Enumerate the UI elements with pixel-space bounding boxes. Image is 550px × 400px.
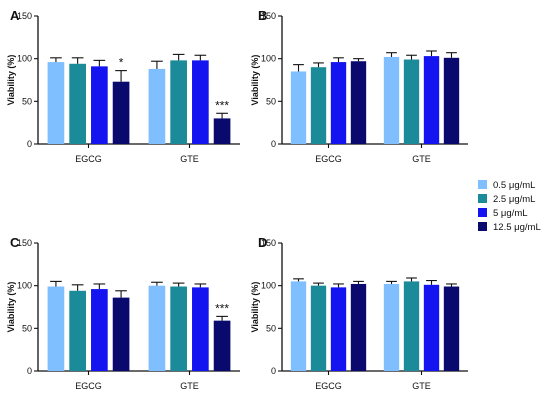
legend-swatch (478, 194, 487, 203)
bar (330, 62, 347, 144)
legend: 0.5 μg/mL 2.5 μg/mL 5 μg/mL 12.5 μg/mL (478, 180, 541, 233)
bar (148, 285, 166, 371)
bar (112, 81, 130, 144)
bar (170, 60, 187, 144)
legend-label: 0.5 μg/mL (493, 180, 535, 191)
bar (112, 297, 130, 371)
significance-marker: *** (215, 98, 229, 112)
panel-letter: C (10, 235, 20, 250)
panel-d: D Viability (%) 0 50 100 150 EGCG GTE (250, 235, 468, 391)
legend-item: 0.5 μg/mL (478, 180, 535, 191)
bar (443, 286, 460, 371)
x-category-label: GTE (412, 154, 431, 164)
bar (310, 285, 327, 371)
bar (69, 290, 86, 371)
y-tick-label: 100 (17, 281, 32, 291)
y-tick-label: 50 (22, 96, 32, 106)
significance-marker: *** (215, 301, 229, 315)
bar (383, 56, 400, 144)
x-category-label: GTE (180, 381, 199, 391)
y-tick-label: 0 (271, 366, 276, 376)
y-tick-label: 100 (17, 54, 32, 64)
bar (213, 118, 231, 144)
y-tick-label: 50 (22, 323, 32, 333)
y-tick-label: 150 (261, 238, 276, 248)
x-category-label: EGCG (315, 154, 342, 164)
y-tick-label: 150 (17, 11, 32, 21)
y-tick-label: 0 (27, 366, 32, 376)
bar (91, 289, 108, 371)
y-tick-label: 150 (261, 11, 276, 21)
bar (47, 62, 65, 144)
legend-item: 2.5 μg/mL (478, 194, 535, 205)
bar (290, 281, 307, 371)
legend-label: 5 μg/mL (493, 208, 528, 219)
y-tick-label: 50 (266, 96, 276, 106)
bar (330, 287, 347, 371)
bar (69, 63, 86, 144)
bar (148, 68, 166, 144)
legend-label: 2.5 μg/mL (493, 194, 535, 205)
x-category-label: EGCG (75, 154, 102, 164)
x-category-label: EGCG (75, 381, 102, 391)
legend-swatch (478, 208, 487, 217)
bar (423, 284, 440, 371)
legend-swatch (478, 222, 487, 231)
legend-swatch (478, 180, 487, 189)
bar (383, 283, 400, 371)
y-tick-label: 0 (271, 139, 276, 149)
bar (423, 56, 440, 144)
bar (350, 61, 367, 144)
bar (290, 71, 307, 144)
x-category-label: GTE (412, 381, 431, 391)
bar (91, 66, 108, 144)
x-category-label: EGCG (315, 381, 342, 391)
bar (310, 67, 327, 144)
bar (192, 60, 209, 144)
panel-c: C Viability (%) 0 50 100 150 EGCG GTE *** (6, 235, 240, 391)
y-tick-label: 100 (261, 54, 276, 64)
panel-letter: A (10, 8, 20, 23)
bar (170, 286, 187, 371)
bar (192, 287, 209, 371)
y-axis-label: Viability (%) (250, 55, 260, 106)
panel-b: B Viability (%) 0 50 100 150 EGCG GTE (250, 8, 468, 164)
y-tick-label: 150 (17, 238, 32, 248)
y-tick-label: 100 (261, 281, 276, 291)
y-axis-label: Viability (%) (6, 282, 16, 333)
bar (350, 283, 367, 371)
bar (213, 320, 231, 371)
panel-letter: B (258, 8, 267, 23)
y-tick-label: 50 (266, 323, 276, 333)
bar (443, 57, 460, 144)
y-tick-label: 0 (27, 139, 32, 149)
significance-marker: * (119, 56, 124, 70)
legend-item: 5 μg/mL (478, 208, 528, 219)
bar (47, 286, 65, 371)
x-category-label: GTE (180, 154, 199, 164)
legend-item: 12.5 μg/mL (478, 222, 541, 233)
y-axis-label: Viability (%) (6, 55, 16, 106)
bar (403, 281, 420, 371)
legend-label: 12.5 μg/mL (493, 222, 541, 233)
y-axis-label: Viability (%) (250, 282, 260, 333)
bar (403, 59, 420, 144)
panel-letter: D (258, 235, 267, 250)
